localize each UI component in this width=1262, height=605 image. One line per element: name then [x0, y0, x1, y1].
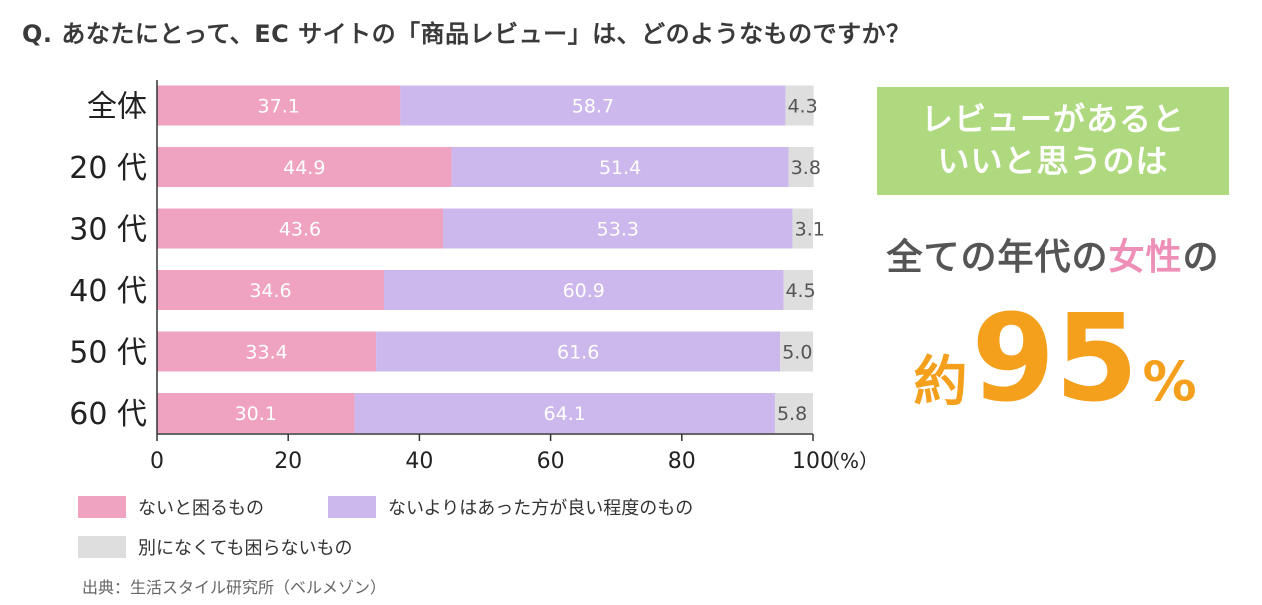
bar-segment — [157, 147, 452, 187]
bar-segment — [354, 393, 775, 433]
data-label: 3.8 — [791, 157, 821, 179]
legend-item-not-needed: 別になくても困らないもの — [78, 534, 353, 560]
data-label: 5.0 — [782, 342, 812, 364]
bar-segment — [792, 208, 813, 249]
legend-label: ないよりはあった方が良い程度のもの — [388, 498, 694, 519]
source-note: 出典：生活スタイル研究所（ベルメゾン） — [82, 578, 387, 597]
bar-segment — [157, 331, 377, 372]
x-axis-unit: （%） — [820, 449, 870, 473]
category-label: 40 代 — [69, 274, 147, 309]
callout-box-line1: レビューがあると — [920, 100, 1185, 139]
bar-segment — [785, 85, 814, 126]
category-label: 全体 — [87, 90, 147, 125]
data-label: 51.4 — [599, 157, 641, 179]
data-label: 3.1 — [795, 219, 825, 241]
bar-segment — [443, 208, 793, 249]
callout-big-number: 95 — [971, 290, 1139, 429]
callout-subtext-prefix: 全ての年代の — [886, 237, 1109, 278]
bar-segment — [157, 208, 444, 249]
bar-segment — [780, 331, 813, 372]
category-label: 50 代 — [69, 336, 147, 371]
legend-swatch — [328, 496, 376, 518]
callout-box-line2: いいと思うのは — [937, 142, 1169, 180]
legend-label: 別になくても困らないもの — [138, 538, 353, 559]
legend-label: ないと困るもの — [138, 498, 264, 519]
callout-big-prefix: 約 — [913, 350, 968, 413]
data-label: 34.6 — [249, 280, 291, 302]
data-label: 60.9 — [563, 280, 605, 302]
data-label: 37.1 — [258, 96, 300, 118]
x-tick-label: 20 — [274, 449, 302, 474]
data-label: 53.3 — [597, 219, 639, 241]
question-title: Q. あなたにとって、EC サイトの「商品レビュー」は、どのようなものですか？ — [22, 20, 911, 48]
legend-item-nice-to-have: ないよりはあった方が良い程度のもの — [328, 494, 693, 520]
category-label: 30 代 — [69, 213, 147, 248]
callout-box: レビューがあると いいと思うのは — [877, 87, 1229, 195]
bar-segment — [774, 393, 813, 433]
data-label: 4.3 — [787, 96, 817, 118]
callout-subtext: 全ての年代の女性の — [877, 228, 1229, 280]
bar-segment — [157, 393, 355, 433]
callout-subtext-highlight: 女性 — [1108, 237, 1183, 278]
legend-item-must-have: ないと困るもの — [78, 494, 264, 520]
bar-segment — [783, 270, 813, 310]
data-label: 61.6 — [557, 342, 599, 364]
data-label: 4.5 — [785, 280, 815, 302]
legend-swatch — [78, 536, 126, 558]
x-tick-label: 60 — [537, 449, 565, 474]
bar-segment — [376, 331, 781, 372]
data-label: 64.1 — [544, 403, 586, 425]
data-label: 5.8 — [777, 403, 807, 425]
bar-segment — [157, 85, 401, 126]
stacked-bar-chart: 全体 37.1 58.7 4.3 20 代 44.9 51.4 3.8 30 代 43.6 53.3… — [69, 80, 870, 474]
x-tick-label: 0 — [150, 449, 164, 474]
callout-subtext-suffix: の — [1182, 237, 1220, 278]
data-label: 44.9 — [283, 157, 325, 179]
x-tick-label: 40 — [405, 449, 433, 474]
bar-segment — [383, 270, 784, 310]
bar-segment — [788, 147, 814, 187]
callout-headline-figure: 約 95 % — [870, 300, 1240, 430]
data-label: 58.7 — [572, 96, 614, 118]
callout-big-suffix: % — [1142, 350, 1197, 413]
legend-swatch — [78, 496, 126, 518]
bar-segment — [157, 270, 384, 310]
category-label: 20 代 — [69, 151, 147, 186]
data-label: 30.1 — [235, 403, 277, 425]
bar-segment — [451, 147, 789, 187]
x-tick-label: 80 — [668, 449, 696, 474]
category-label: 60 代 — [69, 397, 147, 432]
x-tick-label: 100 — [792, 449, 834, 474]
data-label: 33.4 — [245, 342, 287, 364]
data-label: 43.6 — [279, 219, 321, 241]
bar-segment — [400, 85, 786, 126]
